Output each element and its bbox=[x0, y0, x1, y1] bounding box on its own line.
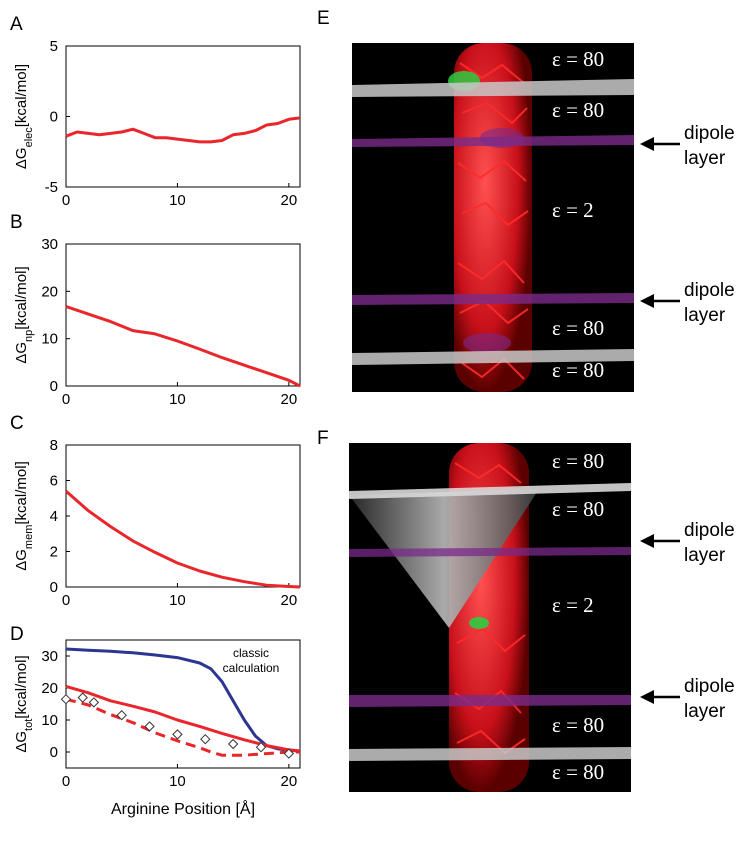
dipole-plane-bottom bbox=[349, 695, 631, 707]
panel-letter: D bbox=[10, 624, 24, 645]
plot-frame bbox=[65, 45, 301, 188]
eps-label: ε = 80 bbox=[552, 449, 605, 473]
eps-label: ε = 80 bbox=[552, 760, 605, 784]
y-tick-label: 10 bbox=[41, 712, 58, 729]
data-marker bbox=[172, 729, 183, 740]
layer-word: layer bbox=[684, 701, 726, 722]
x-tick-label: 10 bbox=[169, 391, 186, 408]
panel-letter: A bbox=[10, 14, 23, 35]
eps-label: ε = 80 bbox=[552, 497, 605, 521]
dipole-word: dipole bbox=[684, 280, 735, 301]
arrow-left-icon bbox=[640, 137, 680, 151]
data-marker bbox=[283, 748, 295, 759]
dipole-plane-top bbox=[349, 547, 631, 557]
series-line bbox=[65, 489, 301, 589]
y-axis-label: ΔGmem[kcal/mol] bbox=[13, 461, 35, 571]
x-axis-label: Arginine Position [Å] bbox=[111, 799, 255, 818]
series-line bbox=[65, 116, 301, 144]
dipole-word: dipole bbox=[684, 676, 735, 697]
y-axis-label: ΔGnp[kcal/mol] bbox=[13, 266, 35, 363]
panel-f-rendering bbox=[349, 443, 631, 792]
eps-label: ε = 80 bbox=[552, 47, 605, 71]
eps-label: ε = 2 bbox=[552, 593, 594, 617]
layer-word: layer bbox=[684, 148, 726, 169]
data-marker bbox=[88, 697, 100, 708]
data-marker bbox=[144, 721, 155, 732]
dipole-label: dipole layer bbox=[684, 518, 735, 568]
y-axis-label: ΔGelec[kcal/mol] bbox=[13, 64, 35, 169]
eps-label: ε = 80 bbox=[552, 358, 605, 382]
x-tick-label: 0 bbox=[62, 592, 70, 609]
annotation-text: classic bbox=[233, 646, 269, 660]
y-tick-label: 0 bbox=[50, 109, 58, 126]
panel-f-letter: F bbox=[317, 428, 329, 449]
membrane-plane-bottom-outer bbox=[352, 349, 634, 365]
dipole-label: dipole layer bbox=[684, 278, 735, 328]
y-tick-label: 0 bbox=[50, 378, 58, 395]
dipole-word: dipole bbox=[684, 520, 735, 541]
x-tick-label: 20 bbox=[281, 773, 298, 790]
y-tick-label: 30 bbox=[41, 648, 58, 665]
membrane-plane-top-outer bbox=[352, 79, 634, 97]
y-tick-label: 8 bbox=[50, 437, 58, 454]
dipole-plane-bottom bbox=[352, 293, 634, 305]
series-line bbox=[65, 684, 301, 753]
membrane-plane-top-outer bbox=[349, 483, 631, 499]
x-tick-label: 0 bbox=[62, 773, 70, 790]
y-tick-label: 4 bbox=[50, 508, 58, 525]
data-marker bbox=[116, 709, 127, 721]
y-tick-label: 20 bbox=[41, 680, 58, 697]
series-line bbox=[65, 305, 301, 388]
x-tick-label: 20 bbox=[281, 192, 298, 209]
eps-label: ε = 2 bbox=[552, 198, 594, 222]
data-marker bbox=[227, 738, 239, 750]
x-tick-label: 20 bbox=[281, 592, 298, 609]
eps-label: ε = 80 bbox=[552, 98, 605, 122]
data-marker bbox=[200, 733, 211, 745]
arrow-left-icon bbox=[640, 294, 680, 308]
x-tick-label: 0 bbox=[62, 192, 70, 209]
membrane-plane-bottom-outer bbox=[349, 747, 631, 761]
x-tick-label: 10 bbox=[169, 773, 186, 790]
eps-label: ε = 80 bbox=[552, 713, 605, 737]
x-tick-label: 10 bbox=[169, 192, 186, 209]
panel-letter: B bbox=[10, 212, 23, 233]
y-tick-label: 0 bbox=[50, 744, 58, 761]
annotation-text: calculation bbox=[223, 661, 280, 675]
y-axis-label: ΔGtot[kcal/mol] bbox=[13, 655, 35, 752]
y-tick-label: 10 bbox=[41, 331, 58, 348]
y-tick-label: 2 bbox=[50, 544, 58, 561]
x-tick-label: 20 bbox=[281, 391, 298, 408]
data-marker bbox=[60, 693, 72, 705]
y-tick-label: 5 bbox=[50, 38, 58, 55]
dipole-label: dipole layer bbox=[684, 674, 735, 724]
x-tick-label: 0 bbox=[62, 391, 70, 408]
series-line bbox=[65, 697, 300, 757]
panel-e-image: ε = 80 ε = 80 ε = 2 ε = 80 ε = 80 bbox=[352, 43, 634, 392]
panel-f-image: ε = 80 ε = 80 ε = 2 ε = 80 ε = 80 bbox=[349, 443, 631, 792]
y-tick-label: 0 bbox=[50, 579, 58, 596]
eps-label: ε = 80 bbox=[552, 316, 605, 340]
y-tick-label: 6 bbox=[50, 473, 58, 490]
panel-letter: C bbox=[10, 413, 24, 434]
arrow-left-icon bbox=[640, 534, 680, 548]
dipole-plane-top bbox=[352, 135, 634, 147]
y-tick-label: 20 bbox=[41, 283, 58, 300]
cone-boundary bbox=[349, 489, 539, 628]
arrow-left-icon bbox=[640, 690, 680, 704]
dipole-word: dipole bbox=[684, 123, 735, 144]
dipole-label: dipole layer bbox=[684, 121, 735, 171]
x-tick-label: 10 bbox=[169, 592, 186, 609]
data-marker bbox=[255, 741, 267, 753]
data-marker bbox=[77, 692, 88, 703]
layer-word: layer bbox=[684, 545, 726, 566]
panel-e-letter: E bbox=[317, 8, 330, 29]
y-tick-label: 30 bbox=[41, 236, 58, 253]
plot-frame bbox=[65, 243, 301, 387]
arginine-sidechain bbox=[469, 617, 489, 629]
layer-word: layer bbox=[684, 305, 726, 326]
panel-e-rendering bbox=[352, 43, 634, 392]
y-tick-label: -5 bbox=[45, 179, 58, 196]
